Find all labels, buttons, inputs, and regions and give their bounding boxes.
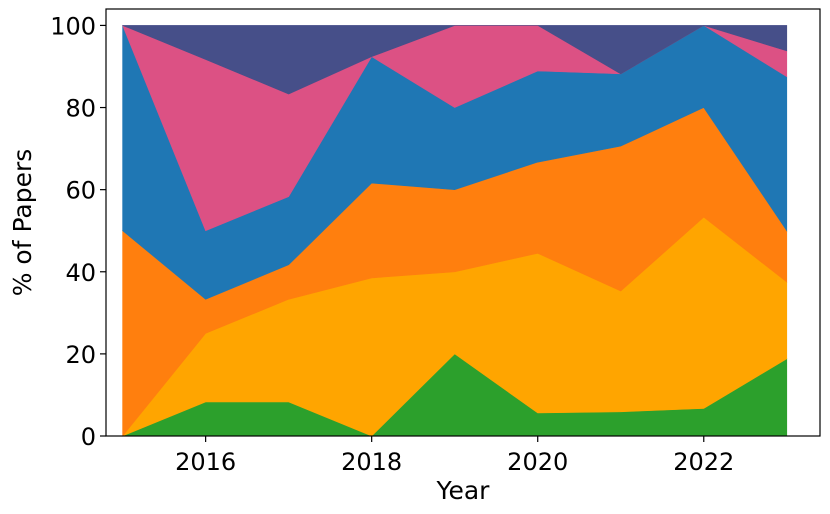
x-tick-label: 2016 [175, 448, 236, 476]
area-series-6 [122, 25, 788, 95]
y-tick-label: 0 [81, 423, 96, 451]
area-layers [122, 24, 788, 437]
y-axis-title: % of Papers [8, 149, 37, 297]
x-tick-label: 2018 [341, 448, 402, 476]
x-tick-label: 2022 [673, 448, 734, 476]
y-tick-label: 40 [65, 259, 96, 287]
y-axis: 0 20 40 60 80 100 [50, 12, 106, 451]
x-tick-label: 2020 [507, 448, 568, 476]
plot-frame [105, 8, 821, 437]
y-tick-label: 60 [65, 177, 96, 205]
y-tick-label: 100 [50, 12, 96, 40]
y-tick-label: 20 [65, 341, 96, 369]
x-axis: 2016 2018 2020 2022 [175, 436, 734, 476]
x-axis-title: Year [436, 476, 491, 505]
y-tick-label: 80 [65, 95, 96, 123]
